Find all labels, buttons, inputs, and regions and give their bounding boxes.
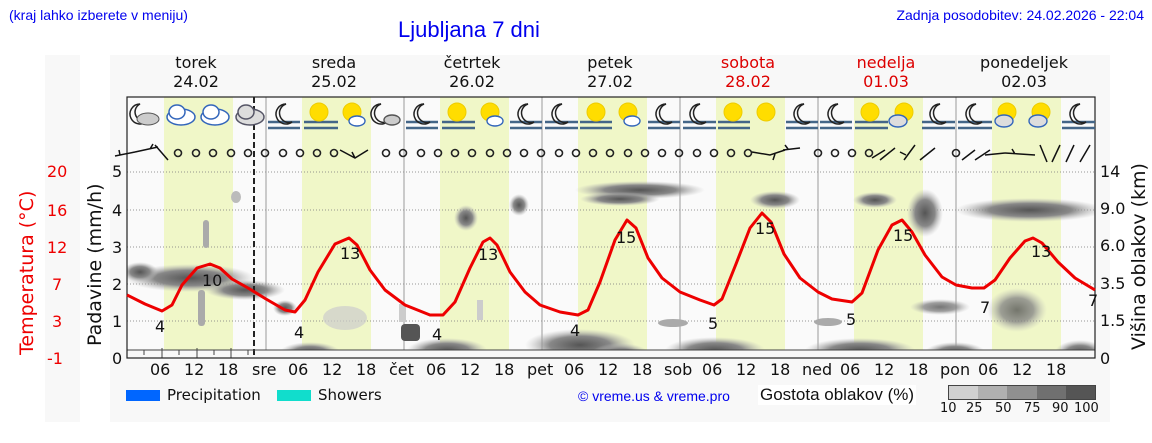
temp-tick: -1 [47, 349, 63, 368]
cloud-density-label: Gostota oblakov (%) [758, 385, 917, 405]
x-tick: 12 [184, 360, 205, 379]
x-tick: ned [802, 360, 833, 379]
svg-text:7: 7 [980, 298, 990, 317]
x-tick: 06 [840, 360, 861, 379]
colorbar-tick: 50 [995, 401, 1012, 416]
svg-text:4: 4 [432, 325, 442, 344]
moon-icons [275, 103, 1087, 125]
svg-text:15: 15 [893, 226, 913, 245]
colorbar-tick: 75 [1024, 401, 1041, 416]
page-title: Ljubljana 7 dni [398, 17, 540, 42]
temp-tick: 3 [52, 312, 63, 331]
x-tick: 18 [494, 360, 515, 379]
showers-swatch [277, 390, 311, 401]
precipitation-swatch [126, 390, 160, 401]
svg-text:13: 13 [340, 244, 360, 263]
x-tick: 18 [356, 360, 377, 379]
temperature-axis-panel [45, 55, 80, 422]
x-tick: 18 [770, 360, 791, 379]
x-tick: 18 [218, 360, 239, 379]
colorbar-tick: 100 [1074, 401, 1099, 416]
x-tick: 12 [736, 360, 757, 379]
fog-lines [268, 120, 1095, 130]
cloud-height-tick: 0 [1100, 349, 1111, 368]
x-tick: 06 [564, 360, 585, 379]
precip-tick: 1 [112, 312, 123, 331]
svg-text:13: 13 [478, 245, 498, 264]
temp-tick: 16 [47, 201, 68, 220]
cloud-height-tick: 3.5 [1100, 274, 1126, 293]
x-tick: sob [664, 360, 693, 379]
precip-tick: 4 [112, 201, 123, 220]
svg-text:5: 5 [846, 310, 856, 329]
day-header-petek: petek 27.02 [587, 53, 633, 91]
cloud-height-tick: 1.5 [1100, 311, 1126, 330]
svg-text:5: 5 [708, 314, 718, 333]
x-minor-ticks [143, 348, 249, 358]
svg-text:4: 4 [570, 321, 580, 340]
day-header-sreda: sreda 25.02 [311, 53, 357, 91]
x-tick: 06 [150, 360, 171, 379]
wind-barbs [114, 143, 1091, 163]
day-header-nedelja: nedelja 01.03 [856, 53, 916, 91]
x-tick: 12 [874, 360, 895, 379]
cloud-height-tick: 14 [1100, 162, 1121, 181]
x-tick: 06 [288, 360, 309, 379]
svg-text:15: 15 [755, 219, 775, 238]
svg-text:4: 4 [155, 317, 165, 336]
x-tick: 12 [322, 360, 343, 379]
temperature-line [126, 211, 1096, 317]
precip-tick: 2 [112, 275, 123, 294]
last-update: Zadnja posodobitev: 24.02.2026 - 22:04 [896, 7, 1144, 23]
x-tick: pet [527, 360, 554, 379]
x-tick: čet [389, 360, 414, 379]
x-tick: 12 [598, 360, 619, 379]
x-tick: 06 [702, 360, 723, 379]
precip-tick: 3 [112, 238, 123, 257]
x-tick: 06 [978, 360, 999, 379]
small-cloud-icons [348, 114, 1048, 128]
temp-tick: 20 [47, 162, 68, 181]
x-tick: 06 [426, 360, 447, 379]
day-header-sobota: sobota 28.02 [720, 53, 776, 91]
temperature-annotations: 4 10 4 13 4 13 4 15 5 15 5 15 7 13 7 [155, 219, 1098, 344]
precipitation-legend-label: Precipitation [167, 386, 261, 404]
x-tick: 18 [1046, 360, 1067, 379]
cloud-height-tick: 6.0 [1100, 236, 1126, 255]
x-tick: sre [252, 360, 277, 379]
svg-text:7: 7 [1088, 291, 1098, 310]
svg-text:10: 10 [202, 271, 222, 290]
cloud-height-tick: 9.0 [1100, 199, 1126, 218]
colorbar-tick: 90 [1052, 401, 1069, 416]
day-header-ponedeljek: ponedeljek 02.03 [980, 53, 1068, 91]
colorbar-tick: 25 [966, 401, 983, 416]
weather-icons-row [129, 103, 265, 126]
x-tick: 12 [460, 360, 481, 379]
precip-tick: 5 [112, 162, 123, 181]
showers-legend-label: Showers [318, 386, 382, 404]
day-header-torek: torek 24.02 [173, 53, 219, 91]
cloud-density-blobs [127, 181, 1095, 350]
wind-calm-circles [173, 148, 961, 158]
credit-link[interactable]: © vreme.us & vreme.pro [578, 388, 730, 404]
svg-text:4: 4 [294, 323, 304, 342]
region-menu-hint[interactable]: (kraj lahko izberete v meniju) [9, 7, 188, 23]
temp-tick: 7 [52, 275, 63, 294]
x-tick: 18 [908, 360, 929, 379]
svg-text:15: 15 [616, 228, 636, 247]
x-tick: 18 [632, 360, 653, 379]
svg-text:13: 13 [1031, 242, 1051, 261]
x-tick: pon [940, 360, 971, 379]
cloud-density-colorbar [948, 385, 1096, 400]
precip-tick: 0 [112, 349, 123, 368]
day-header-cetrtek: četrtek 26.02 [443, 53, 501, 91]
colorbar-tick: 10 [940, 401, 957, 416]
x-tick: 12 [1012, 360, 1033, 379]
temp-tick: 12 [47, 238, 68, 257]
